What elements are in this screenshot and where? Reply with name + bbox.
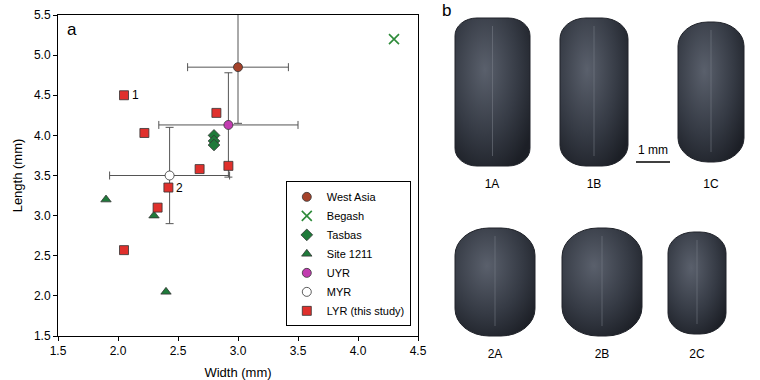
svg-text:West Asia: West Asia (327, 191, 377, 203)
svg-text:MYR: MYR (327, 286, 352, 298)
svg-text:4.5: 4.5 (410, 344, 427, 358)
svg-text:5.0: 5.0 (34, 48, 51, 62)
svg-text:5.5: 5.5 (34, 8, 51, 22)
svg-text:Length (mm): Length (mm) (10, 139, 25, 213)
svg-text:2.5: 2.5 (170, 344, 187, 358)
svg-text:2A: 2A (488, 347, 503, 361)
svg-text:2C: 2C (689, 347, 705, 361)
svg-text:4.5: 4.5 (34, 88, 51, 102)
svg-text:1: 1 (132, 88, 139, 102)
svg-text:b: b (442, 1, 451, 20)
svg-text:Begash: Begash (327, 210, 364, 222)
svg-text:1C: 1C (703, 177, 719, 191)
svg-text:2.5: 2.5 (34, 249, 51, 263)
svg-text:1.5: 1.5 (50, 344, 67, 358)
svg-text:3.0: 3.0 (230, 344, 247, 358)
svg-text:Site 1211: Site 1211 (327, 248, 373, 260)
svg-text:2: 2 (176, 181, 183, 195)
svg-text:1 mm: 1 mm (638, 143, 668, 157)
svg-text:3.5: 3.5 (290, 344, 307, 358)
svg-text:3.0: 3.0 (34, 209, 51, 223)
svg-text:4.0: 4.0 (34, 129, 51, 143)
svg-text:2.0: 2.0 (34, 289, 51, 303)
svg-text:1A: 1A (485, 177, 500, 191)
svg-text:3.5: 3.5 (34, 169, 51, 183)
svg-text:UYR: UYR (327, 267, 350, 279)
svg-text:a: a (67, 20, 77, 39)
svg-text:1.5: 1.5 (34, 329, 51, 343)
svg-text:2.0: 2.0 (110, 344, 127, 358)
svg-text:Tasbas: Tasbas (327, 229, 362, 241)
svg-text:1B: 1B (587, 177, 602, 191)
svg-text:Width (mm): Width (mm) (204, 365, 271, 380)
svg-text:2B: 2B (595, 347, 610, 361)
svg-text:4.0: 4.0 (350, 344, 367, 358)
svg-text:LYR (this study): LYR (this study) (327, 305, 404, 317)
